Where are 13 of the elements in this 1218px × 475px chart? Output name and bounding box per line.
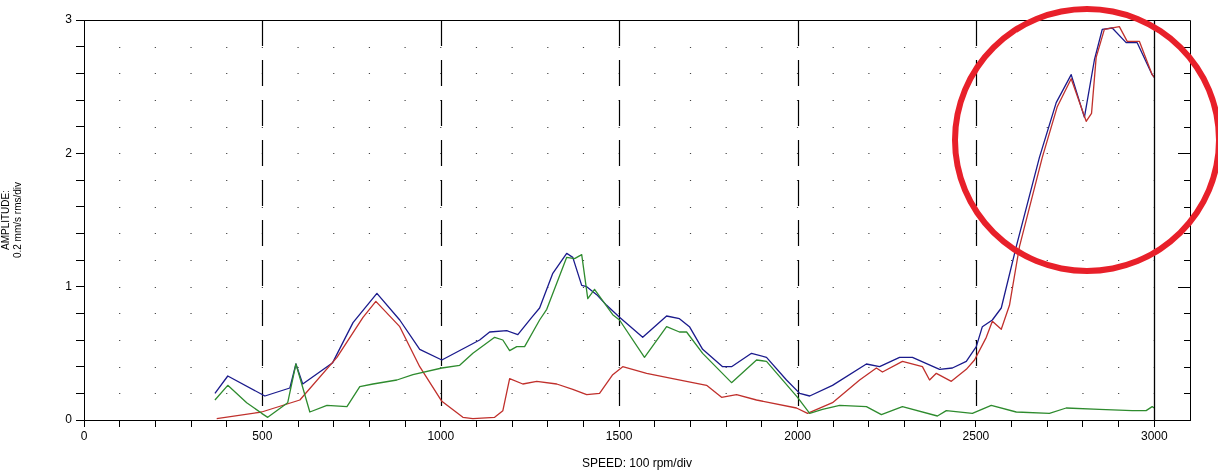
y-tick-label: 2 [65, 145, 73, 160]
x-tick-label: 1500 [605, 428, 633, 443]
y-tick-label: 0 [65, 412, 73, 427]
x-tick-label: 2000 [784, 428, 812, 443]
x-tick-label: 1000 [427, 428, 455, 443]
x-tick-label: 500 [252, 428, 273, 443]
y-tick-label: 3 [65, 12, 73, 27]
x-tick-label: 2500 [962, 428, 990, 443]
x-tick-label: 3000 [1140, 428, 1168, 443]
x-tick-label: 0 [80, 428, 88, 443]
x-axis-title: SPEED: 100 rpm/div [581, 456, 693, 471]
y-axis-title: AMPLITUDE: 0.2 mm/s rms/div [0, 181, 23, 259]
y-tick-label: 1 [65, 278, 73, 293]
